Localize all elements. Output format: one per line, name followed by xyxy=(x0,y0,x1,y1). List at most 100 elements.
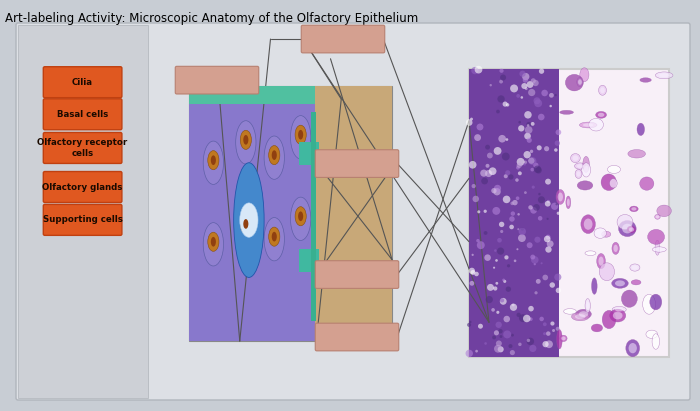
Ellipse shape xyxy=(586,301,589,310)
Ellipse shape xyxy=(630,264,640,271)
Circle shape xyxy=(530,207,537,214)
Circle shape xyxy=(500,230,503,233)
Circle shape xyxy=(510,85,518,92)
Ellipse shape xyxy=(573,155,578,161)
Circle shape xyxy=(547,240,554,247)
Circle shape xyxy=(475,350,478,353)
Ellipse shape xyxy=(567,199,570,206)
Ellipse shape xyxy=(576,309,592,319)
Circle shape xyxy=(522,83,527,89)
Ellipse shape xyxy=(646,330,657,338)
Ellipse shape xyxy=(602,310,616,329)
Ellipse shape xyxy=(236,205,256,248)
FancyBboxPatch shape xyxy=(43,67,122,98)
Circle shape xyxy=(472,184,476,188)
Circle shape xyxy=(519,228,526,235)
Circle shape xyxy=(495,259,498,262)
Ellipse shape xyxy=(629,206,638,212)
Ellipse shape xyxy=(610,179,617,188)
Circle shape xyxy=(546,235,551,240)
Ellipse shape xyxy=(561,337,566,340)
Circle shape xyxy=(481,178,488,185)
Circle shape xyxy=(529,317,533,321)
Ellipse shape xyxy=(615,280,625,286)
FancyBboxPatch shape xyxy=(43,204,122,236)
Ellipse shape xyxy=(556,189,565,204)
Circle shape xyxy=(510,201,514,205)
Circle shape xyxy=(486,164,489,168)
Circle shape xyxy=(524,151,531,158)
Circle shape xyxy=(494,147,501,155)
Circle shape xyxy=(518,121,521,124)
Circle shape xyxy=(539,69,544,74)
Circle shape xyxy=(538,114,545,120)
Circle shape xyxy=(484,254,491,261)
Ellipse shape xyxy=(583,156,589,172)
Circle shape xyxy=(491,171,495,174)
Circle shape xyxy=(477,210,480,213)
Circle shape xyxy=(474,134,481,141)
Circle shape xyxy=(484,231,487,235)
FancyBboxPatch shape xyxy=(175,66,259,94)
Ellipse shape xyxy=(211,237,216,247)
Circle shape xyxy=(470,118,473,120)
Circle shape xyxy=(546,331,550,336)
Circle shape xyxy=(528,157,536,165)
Circle shape xyxy=(469,161,477,169)
Ellipse shape xyxy=(560,335,567,342)
Ellipse shape xyxy=(612,278,629,288)
Circle shape xyxy=(526,339,530,342)
Circle shape xyxy=(507,264,510,268)
Circle shape xyxy=(494,249,496,252)
Ellipse shape xyxy=(584,219,592,230)
Circle shape xyxy=(550,282,555,288)
Ellipse shape xyxy=(580,68,589,82)
Ellipse shape xyxy=(290,197,311,240)
Ellipse shape xyxy=(657,205,671,217)
Ellipse shape xyxy=(640,78,651,82)
Text: Supporting cells: Supporting cells xyxy=(43,215,122,224)
Circle shape xyxy=(524,191,527,194)
Circle shape xyxy=(510,211,515,216)
FancyBboxPatch shape xyxy=(299,249,319,272)
Ellipse shape xyxy=(622,290,637,307)
Ellipse shape xyxy=(269,145,280,165)
Circle shape xyxy=(527,124,529,127)
Circle shape xyxy=(556,288,561,293)
Ellipse shape xyxy=(598,113,604,117)
Ellipse shape xyxy=(598,85,606,95)
Circle shape xyxy=(489,167,496,175)
FancyBboxPatch shape xyxy=(43,99,122,130)
Circle shape xyxy=(487,284,494,291)
FancyBboxPatch shape xyxy=(311,112,316,321)
Circle shape xyxy=(531,254,536,259)
Ellipse shape xyxy=(571,312,589,321)
Circle shape xyxy=(518,171,522,175)
Ellipse shape xyxy=(239,203,258,237)
Circle shape xyxy=(498,329,503,333)
Circle shape xyxy=(554,148,558,152)
Ellipse shape xyxy=(578,79,582,85)
FancyBboxPatch shape xyxy=(299,142,319,165)
Circle shape xyxy=(485,145,490,150)
Ellipse shape xyxy=(656,215,659,218)
Circle shape xyxy=(522,73,529,80)
Ellipse shape xyxy=(564,309,576,314)
Circle shape xyxy=(518,234,526,242)
Circle shape xyxy=(528,205,533,210)
Ellipse shape xyxy=(208,151,219,170)
Circle shape xyxy=(556,212,560,215)
Ellipse shape xyxy=(577,164,583,168)
FancyBboxPatch shape xyxy=(315,323,399,351)
Circle shape xyxy=(493,267,495,269)
Circle shape xyxy=(534,237,540,243)
Circle shape xyxy=(477,124,484,130)
Circle shape xyxy=(537,145,542,150)
Circle shape xyxy=(533,163,538,168)
Circle shape xyxy=(516,166,520,170)
Circle shape xyxy=(526,138,532,143)
Ellipse shape xyxy=(615,308,624,312)
Ellipse shape xyxy=(648,229,664,245)
FancyBboxPatch shape xyxy=(315,86,392,341)
FancyBboxPatch shape xyxy=(189,86,315,104)
